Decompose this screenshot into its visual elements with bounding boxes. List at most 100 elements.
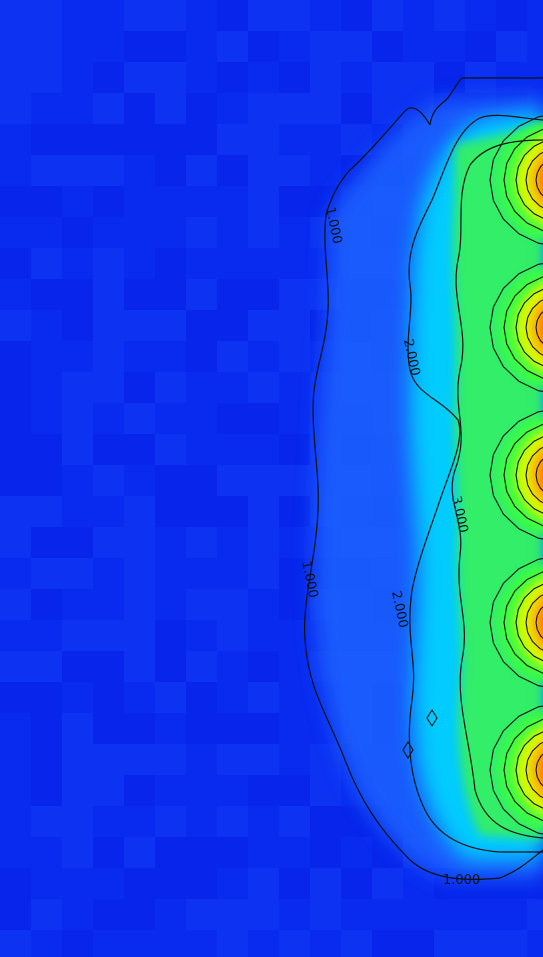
heatmap-cell (31, 806, 62, 837)
heatmap-cell (93, 0, 124, 31)
heatmap-cell (248, 31, 279, 62)
heatmap-cell (217, 0, 248, 31)
hotspot (489, 705, 543, 835)
hotspot-contour (515, 436, 543, 514)
heatmap-cell (62, 124, 93, 155)
heatmap-cell (93, 372, 124, 403)
heatmap-cell (310, 124, 341, 155)
heatmap-cell (31, 341, 62, 372)
heatmap-cell (93, 558, 124, 589)
hotspot-contour (503, 718, 543, 822)
heatmap-cell (124, 434, 155, 465)
heatmap-cell (62, 248, 93, 279)
heatmap-cell (62, 31, 93, 62)
heatmap-cell (93, 744, 124, 775)
heatmap-cell (217, 372, 248, 403)
heatmap-cell (0, 310, 31, 341)
heatmap-cell (93, 930, 124, 957)
heatmap-cell (155, 403, 186, 434)
heatmap-cell (310, 868, 341, 899)
heatmap-cell (186, 837, 217, 868)
heatmap-cell (496, 31, 527, 62)
heatmap-cell (310, 93, 341, 124)
heatmap-cell (217, 651, 248, 682)
heatmap-cell (155, 930, 186, 957)
heatmap-cell (310, 62, 341, 93)
heatmap-cell (124, 186, 155, 217)
heatmap-cell (93, 465, 124, 496)
heatmap-cell (186, 620, 217, 651)
heatmap-cell (62, 651, 93, 682)
contour-diamond (426, 708, 438, 728)
heatmap-cell (279, 806, 310, 837)
heatmap-cell (93, 217, 124, 248)
heatmap-cell (279, 62, 310, 93)
heatmap-cell (155, 837, 186, 868)
heatmap-cell (31, 186, 62, 217)
heatmap-cell (155, 868, 186, 899)
heatmap-cell (124, 496, 155, 527)
heatmap-cell (124, 837, 155, 868)
heatmap-cell (279, 496, 310, 527)
heatmap-cell (0, 62, 31, 93)
heatmap-cell (434, 899, 465, 930)
heatmap-cell (217, 558, 248, 589)
heatmap-cell (248, 124, 279, 155)
heatmap-cell (155, 124, 186, 155)
heatmap-cell (0, 279, 31, 310)
heatmap-cell (0, 589, 31, 620)
heatmap-cell (0, 930, 31, 957)
heatmap-cell (31, 837, 62, 868)
heatmap-cell (62, 0, 93, 31)
hotspot-contour (515, 731, 543, 809)
heatmap-cell (279, 155, 310, 186)
heatmap-cell (248, 744, 279, 775)
heatmap-cell (155, 558, 186, 589)
heatmap-cell (217, 868, 248, 899)
heatmap-cell (248, 465, 279, 496)
heatmap-cell (93, 155, 124, 186)
heatmap-cell (93, 403, 124, 434)
heatmap-cell (31, 744, 62, 775)
hotspot-contour (535, 458, 543, 492)
heatmap-cell (31, 93, 62, 124)
heatmap-cell (0, 682, 31, 713)
heatmap-cell (124, 341, 155, 372)
heatmap-cell (124, 465, 155, 496)
heatmap-cell (62, 62, 93, 93)
heatmap-cell (62, 775, 93, 806)
heatmap-cell (124, 744, 155, 775)
heatmap-cell (434, 31, 465, 62)
contour-line (451, 139, 543, 839)
heatmap-cell (248, 310, 279, 341)
heatmap-cell (93, 806, 124, 837)
heatmap-cell (186, 682, 217, 713)
heatmap-cell (0, 651, 31, 682)
heatmap-cell (403, 930, 434, 957)
heatmap-cell (62, 341, 93, 372)
heatmap-cell (0, 465, 31, 496)
heatmap-cell (310, 806, 341, 837)
hotspot-contour (525, 299, 543, 356)
hotspot (489, 410, 543, 540)
heatmap-cell (217, 682, 248, 713)
heatmap-cell (465, 0, 496, 31)
heatmap-cell (31, 403, 62, 434)
heatmap-cell (186, 558, 217, 589)
heatmap-cell (217, 465, 248, 496)
heatmap-cell (341, 806, 372, 837)
heatmap-cell (62, 279, 93, 310)
heatmap-cell (0, 0, 31, 31)
heatmap-cell (93, 279, 124, 310)
heatmap-cell (186, 186, 217, 217)
heatmap-cell (93, 713, 124, 744)
heatmap-cell (31, 899, 62, 930)
heatmap-cell (248, 868, 279, 899)
heatmap-cell (465, 31, 496, 62)
hotspot-contour (535, 311, 543, 344)
heatmap-cell (186, 279, 217, 310)
heatmap-cell (31, 62, 62, 93)
heatmap-cell (217, 589, 248, 620)
heatmap-cell (527, 0, 543, 31)
heatmap-cell (248, 651, 279, 682)
